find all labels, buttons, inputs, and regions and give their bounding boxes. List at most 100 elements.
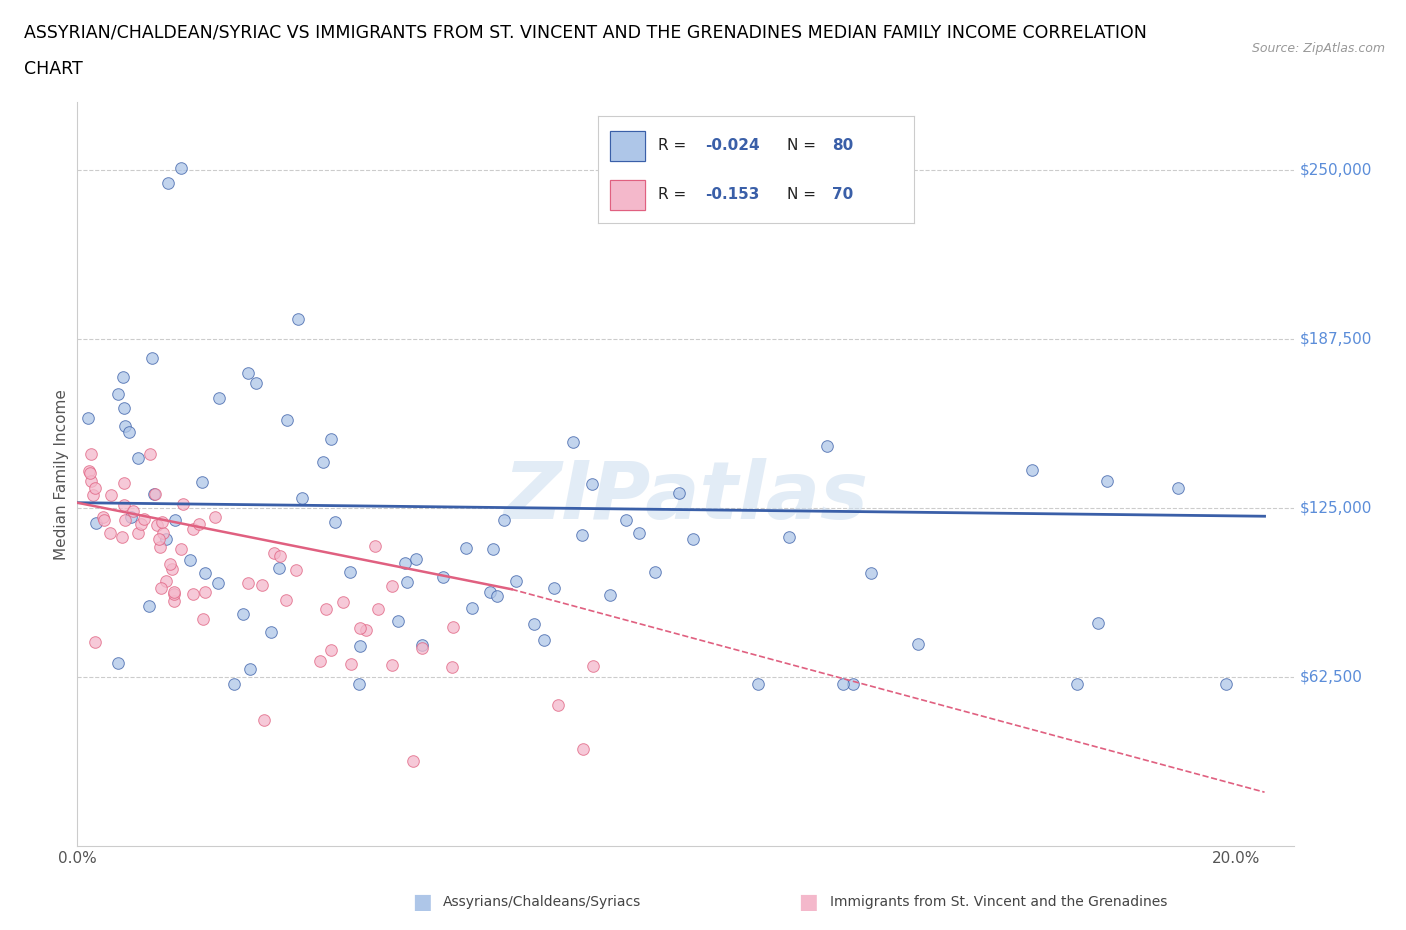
Point: [394, 555, 416, 570]
Text: R =: R =: [658, 138, 690, 153]
Point: [143, 486, 166, 501]
Point: [1087, 616, 1109, 631]
Point: [364, 538, 387, 553]
Point: [138, 598, 160, 613]
Point: [381, 658, 404, 672]
Point: [83, 481, 105, 496]
Point: [349, 639, 371, 654]
Text: -0.153: -0.153: [704, 187, 759, 202]
Point: [367, 602, 389, 617]
Point: [129, 516, 152, 531]
Point: [194, 585, 217, 600]
Point: [204, 509, 226, 524]
Point: [107, 387, 129, 402]
Point: [582, 658, 605, 673]
Text: 80: 80: [832, 138, 853, 153]
Point: [581, 476, 603, 491]
Point: [387, 614, 409, 629]
Text: $62,500: $62,500: [1299, 670, 1362, 684]
Point: [118, 425, 141, 440]
Point: [83, 634, 105, 649]
Point: [315, 602, 337, 617]
Point: [107, 655, 129, 670]
Point: [381, 578, 404, 593]
Point: [668, 486, 690, 501]
Point: [187, 516, 209, 531]
Point: [460, 601, 482, 616]
Point: [146, 517, 169, 532]
Point: [599, 587, 621, 602]
Point: [121, 504, 143, 519]
Point: [411, 641, 433, 656]
Text: 70: 70: [832, 187, 853, 202]
Point: [747, 676, 769, 691]
Point: [150, 581, 173, 596]
Point: [239, 661, 262, 676]
Point: [505, 573, 527, 588]
Point: [547, 698, 569, 712]
Point: [339, 657, 361, 671]
Point: [181, 587, 204, 602]
Text: Immigrants from St. Vincent and the Grenadines: Immigrants from St. Vincent and the Gren…: [830, 895, 1167, 910]
Point: [253, 713, 276, 728]
Point: [143, 486, 166, 501]
Text: -0.024: -0.024: [704, 138, 759, 153]
Point: [238, 576, 260, 591]
Y-axis label: Median Family Income: Median Family Income: [53, 389, 69, 560]
Text: ASSYRIAN/CHALDEAN/SYRIAC VS IMMIGRANTS FROM ST. VINCENT AND THE GRENADINES MEDIA: ASSYRIAN/CHALDEAN/SYRIAC VS IMMIGRANTS F…: [24, 23, 1147, 41]
Bar: [610, 180, 645, 210]
Point: [323, 515, 346, 530]
Point: [432, 570, 454, 585]
Text: R =: R =: [658, 187, 690, 202]
Point: [159, 557, 181, 572]
Point: [533, 632, 555, 647]
Point: [155, 573, 177, 588]
Point: [80, 446, 103, 461]
Point: [150, 515, 173, 530]
Point: [815, 439, 838, 454]
Point: [354, 623, 377, 638]
Point: [456, 540, 478, 555]
Point: [245, 375, 267, 390]
Point: [1021, 462, 1043, 477]
Bar: [610, 131, 645, 161]
Point: [163, 584, 186, 599]
Point: [1167, 481, 1189, 496]
Point: [478, 584, 501, 599]
Point: [84, 516, 107, 531]
Point: [155, 532, 177, 547]
Point: [1097, 473, 1119, 488]
Point: [287, 312, 309, 326]
Point: [93, 512, 115, 527]
Text: CHART: CHART: [24, 60, 83, 78]
Point: [486, 589, 509, 604]
Point: [308, 654, 330, 669]
Point: [194, 565, 217, 580]
Point: [291, 491, 314, 506]
Point: [170, 541, 193, 556]
Point: [441, 619, 464, 634]
Point: [842, 676, 865, 691]
Point: [260, 625, 283, 640]
Point: [163, 593, 186, 608]
Point: [312, 455, 335, 470]
Point: [190, 475, 212, 490]
Point: [349, 620, 371, 635]
Point: [859, 565, 882, 580]
Point: [319, 432, 342, 446]
Point: [614, 512, 637, 527]
Text: N =: N =: [787, 138, 821, 153]
Point: [321, 643, 343, 658]
Point: [82, 487, 104, 502]
Point: [149, 539, 172, 554]
Text: Assyrians/Chaldeans/Syriacs: Assyrians/Chaldeans/Syriacs: [443, 895, 641, 910]
Point: [112, 498, 135, 512]
Point: [274, 592, 297, 607]
Point: [112, 401, 135, 416]
Text: ■: ■: [412, 892, 432, 912]
Point: [682, 532, 704, 547]
Point: [267, 561, 290, 576]
Point: [156, 176, 179, 191]
Point: [907, 637, 929, 652]
Point: [276, 413, 298, 428]
